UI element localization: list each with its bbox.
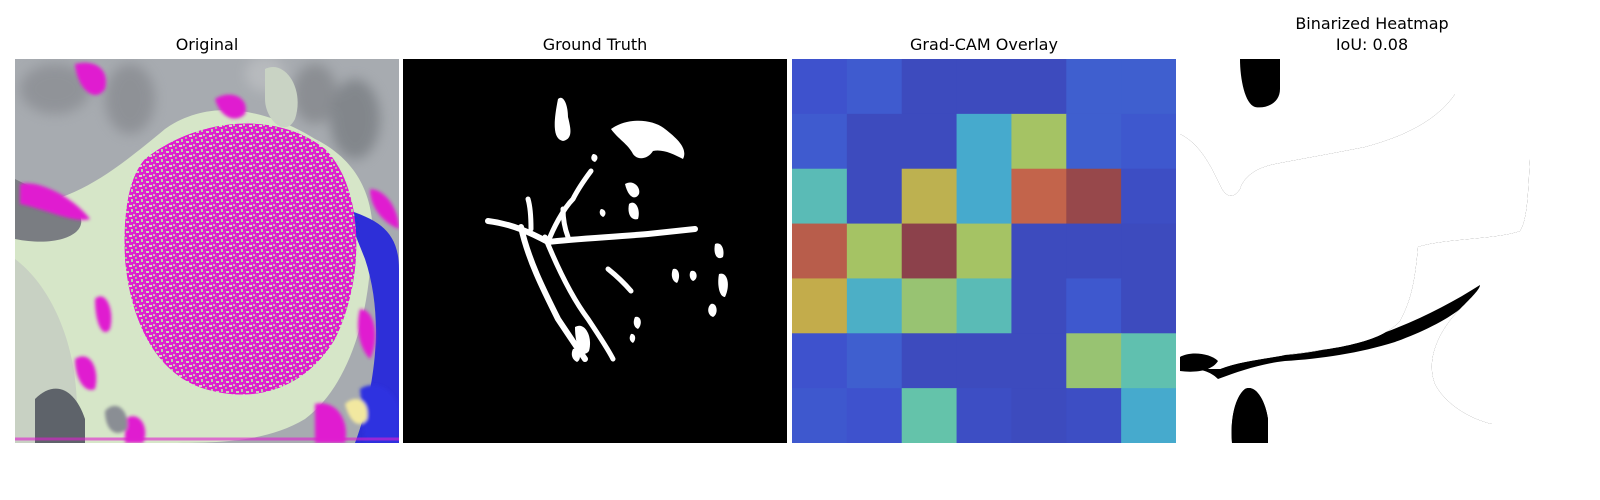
gradcam-cell [901,168,958,225]
gradcam-cell [956,223,1012,279]
gradcam-cell [792,113,848,170]
gradcam-cell [956,113,1012,170]
gradcam-cell [901,59,958,115]
gradcam-cell [846,388,903,443]
gradcam-cell [792,278,848,334]
gradcam-cell [1066,168,1122,225]
gradcam-cell [956,168,1012,225]
gradcam-cell [1121,278,1176,334]
gradcam-cell [792,59,848,115]
gradcam-cell [846,113,903,170]
panel-title: Grad-CAM Overlay [910,35,1058,54]
binarized-heatmap [1180,59,1564,443]
gradcam-cell [1011,388,1067,443]
original-image [15,59,399,443]
gradcam-cell [1066,113,1122,170]
gradcam-cell [1066,333,1122,389]
gradcam-cell [1121,388,1176,443]
panel-title: Binarized Heatmap [1295,14,1449,33]
gradcam-cell [1121,59,1176,115]
gradcam-cell [901,278,958,334]
gradcam-cell [956,388,1012,443]
iou-label: IoU: 0.08 [1335,35,1409,54]
ground-truth-mask [403,59,787,443]
gradcam-cell [792,223,848,279]
gradcam-cell [846,223,903,279]
gradcam-cell [956,333,1012,389]
gradcam-cell [956,59,1012,115]
gradcam-cell [792,333,848,389]
gradcam-cell [1011,59,1067,115]
gradcam-cell [846,278,903,334]
gradcam-heatmap [792,59,1176,443]
gradcam-cell [1011,333,1067,389]
gradcam-cell [1121,333,1176,389]
gradcam-cell [1011,168,1067,225]
gradcam-cell [1121,113,1176,170]
gradcam-cell [901,333,958,389]
gradcam-cell [792,168,848,225]
gradcam-cell [846,59,903,115]
gradcam-cell [1011,113,1067,170]
gradcam-cell [1121,223,1176,279]
gradcam-cell [956,278,1012,334]
gradcam-cell [1066,278,1122,334]
gradcam-cell [901,113,958,170]
panel-title: Ground Truth [542,35,648,54]
gradcam-cell [846,333,903,389]
gradcam-cell [792,388,848,443]
gradcam-cell [1011,223,1067,279]
panel-title: Original [175,35,239,54]
gradcam-cell [1121,168,1176,225]
gradcam-cell [1066,388,1122,443]
gradcam-cell [1066,59,1122,115]
gradcam-cell [1066,223,1122,279]
gradcam-cell [846,168,903,225]
gradcam-cell [901,223,958,279]
gradcam-cell [1011,278,1067,334]
gradcam-cell [901,388,958,443]
